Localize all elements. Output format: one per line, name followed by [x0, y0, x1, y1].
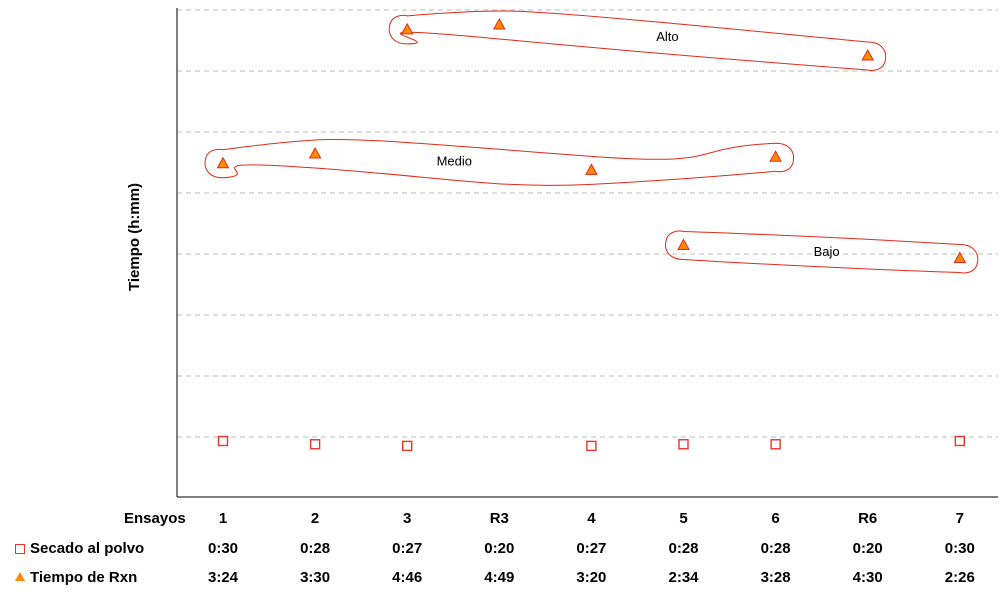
- data-table: Ensayos 1 2 3 R3 4 5 6 R6 7 Secado al polvo 0:30…: [0, 500, 1000, 593]
- secado-point: [309, 439, 321, 450]
- rxn-point: [861, 48, 875, 61]
- group-outline-medio: [204, 138, 795, 186]
- y-axis-label: Tiempo (h:mm): [126, 183, 143, 291]
- table-row-ensayos: Ensayos 1 2 3 R3 4 5 6 R6 7: [0, 510, 1000, 534]
- secado-value: 0:28: [668, 540, 699, 557]
- group-annotations: Alto Medio Bajo: [204, 10, 979, 274]
- legend-label-secado: Secado al polvo: [30, 540, 145, 557]
- rxn-value: 4:30: [852, 569, 883, 586]
- secado-value: 0:28: [760, 540, 791, 557]
- category-label: 4: [587, 510, 596, 527]
- secado-point: [217, 435, 229, 447]
- rxn-point: [677, 238, 690, 250]
- triangle-marker-icon: [15, 572, 25, 581]
- rxn-value: 2:26: [944, 569, 975, 586]
- gridlines: [177, 9, 998, 438]
- rxn-value: 3:20: [576, 569, 607, 586]
- secado-value: 0:30: [207, 540, 239, 557]
- rxn-value: 3:24: [207, 569, 239, 586]
- secado-point: [402, 440, 413, 452]
- category-label: 6: [771, 510, 780, 527]
- group-label-bajo: Bajo: [814, 244, 840, 259]
- rxn-value: 3:30: [300, 569, 331, 586]
- legend-secado: Secado al polvo: [15, 540, 144, 557]
- category-label: 7: [955, 510, 964, 527]
- table-row-rxn: Tiempo de Rxn 3:24 3:30 4:46 4:49 3:20 2:34 3:…: [0, 569, 1000, 593]
- chart-area: Alto Medio Bajo Tiempo (h:mm): [126, 8, 998, 498]
- rxn-value: 3:28: [760, 569, 791, 586]
- table-row-secado: Secado al polvo 0:30 0:28 0:27 0:20 0:27 0:28…: [0, 540, 1000, 564]
- secado-point: [586, 440, 597, 452]
- secado-value: 0:30: [944, 540, 975, 557]
- secado-value: 0:20: [484, 540, 515, 557]
- rxn-point: [216, 156, 230, 169]
- group-label-medio: Medio: [437, 153, 472, 168]
- secado-value: 0:20: [852, 540, 883, 557]
- secado-point: [954, 435, 965, 447]
- secado-value: 0:27: [576, 540, 607, 557]
- group-label-alto: Alto: [656, 29, 678, 44]
- group-outline-alto: [388, 10, 887, 71]
- rxn-point: [585, 163, 598, 175]
- rxn-value: 4:49: [484, 569, 515, 586]
- rxn-point: [308, 146, 322, 159]
- secado-value: 0:28: [300, 540, 331, 557]
- legend-label-rxn: Tiempo de Rxn: [30, 569, 138, 586]
- rxn-value: 2:34: [668, 569, 699, 586]
- category-label: R3: [489, 510, 509, 527]
- rxn-value: 4:46: [392, 569, 423, 586]
- category-label: 3: [403, 510, 412, 527]
- category-label: 2: [310, 510, 320, 527]
- secado-point: [678, 439, 689, 450]
- category-label: 5: [679, 510, 688, 527]
- rxn-point: [400, 22, 414, 35]
- group-outline-bajo: [664, 230, 979, 274]
- legend-rxn: Tiempo de Rxn: [15, 569, 137, 586]
- plot-frame: [176, 8, 998, 498]
- category-label: R6: [858, 510, 878, 527]
- rxn-point: [953, 251, 967, 264]
- table-header-ensayos: Ensayos: [124, 510, 186, 527]
- category-label: 1: [218, 510, 228, 527]
- secado-point: [770, 439, 781, 450]
- rxn-point: [492, 17, 506, 30]
- secado-value: 0:27: [392, 540, 423, 557]
- rxn-point: [769, 150, 782, 162]
- square-marker-icon: [15, 543, 25, 554]
- data-points: [216, 17, 967, 452]
